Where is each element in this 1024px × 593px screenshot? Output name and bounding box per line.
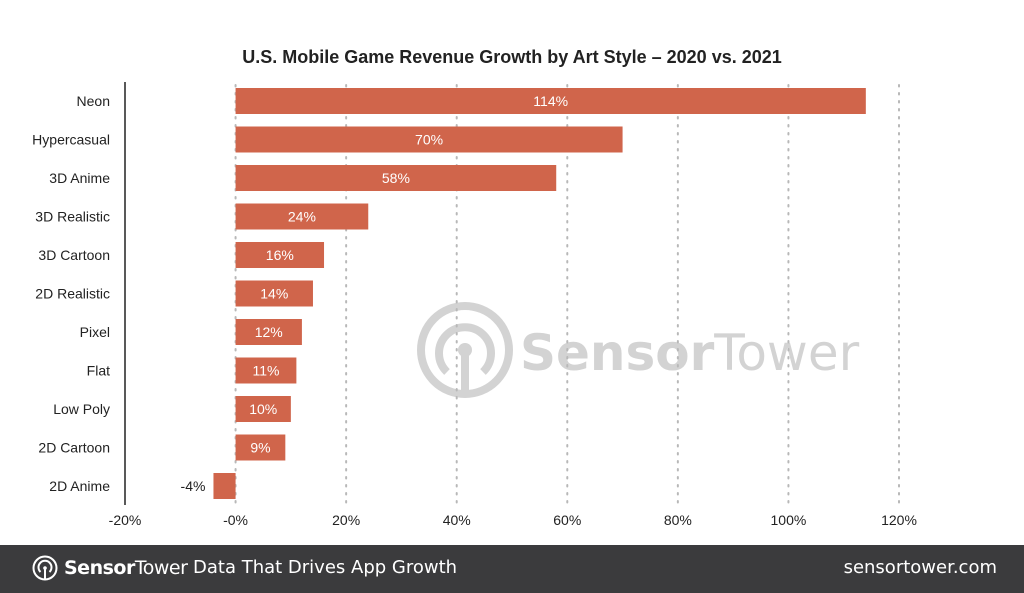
data-label: 12% — [255, 324, 283, 340]
bar — [235, 396, 291, 422]
data-label: 16% — [266, 247, 294, 263]
bar — [235, 88, 866, 114]
category-label: 2D Realistic — [35, 286, 110, 302]
category-label: Low Poly — [53, 401, 110, 417]
bar — [235, 434, 286, 461]
category-label: 3D Cartoon — [38, 247, 110, 263]
bar — [235, 203, 369, 230]
chart-title: U.S. Mobile Game Revenue Growth by Art S… — [242, 47, 782, 67]
bar — [235, 242, 325, 268]
footer-bar: SensorTower Data That Drives App Growth … — [0, 545, 1024, 593]
x-tick-label: 40% — [443, 512, 471, 528]
bar — [213, 473, 236, 499]
data-label: 58% — [382, 170, 410, 186]
category-label: 2D Cartoon — [38, 440, 110, 456]
data-label: -4% — [181, 478, 206, 494]
category-label: Flat — [87, 363, 110, 379]
bar — [235, 280, 313, 307]
bar — [235, 165, 557, 191]
data-label: 114% — [533, 93, 568, 109]
category-label: Hypercasual — [32, 132, 110, 148]
x-tick-label: -20% — [109, 512, 142, 528]
x-tick-label: 20% — [332, 512, 360, 528]
footer-logo[interactable]: SensorTower — [32, 555, 188, 581]
bar — [235, 319, 302, 345]
x-tick-label: 100% — [771, 512, 807, 528]
x-tick-label: 80% — [664, 512, 692, 528]
website-link[interactable]: sensortower.com — [843, 557, 997, 578]
x-tick-label: 120% — [881, 512, 917, 528]
data-label: 9% — [250, 440, 270, 456]
data-label: 10% — [249, 401, 277, 417]
data-label: 70% — [415, 132, 443, 148]
category-label: 3D Realistic — [35, 209, 110, 225]
brand-bold: Sensor — [64, 557, 135, 579]
watermark-logo: SensorTower — [417, 302, 860, 398]
data-label: 14% — [260, 286, 288, 302]
category-label: Pixel — [80, 324, 110, 340]
bar — [235, 126, 623, 153]
x-tick-label: -0% — [223, 512, 248, 528]
tagline: Data That Drives App Growth — [193, 557, 458, 578]
category-label: 3D Anime — [49, 170, 110, 186]
bar — [235, 357, 297, 384]
data-label: 11% — [252, 363, 279, 379]
category-label: Neon — [77, 93, 110, 109]
bar-chart: U.S. Mobile Game Revenue Growth by Art S… — [32, 47, 917, 528]
brand-light: Tower — [134, 557, 188, 579]
x-tick-label: 60% — [553, 512, 581, 528]
category-label: 2D Anime — [49, 478, 110, 494]
data-label: 24% — [288, 209, 316, 225]
svg-text:SensorTower: SensorTower — [520, 324, 860, 382]
sensor-tower-logo-icon — [32, 555, 58, 581]
